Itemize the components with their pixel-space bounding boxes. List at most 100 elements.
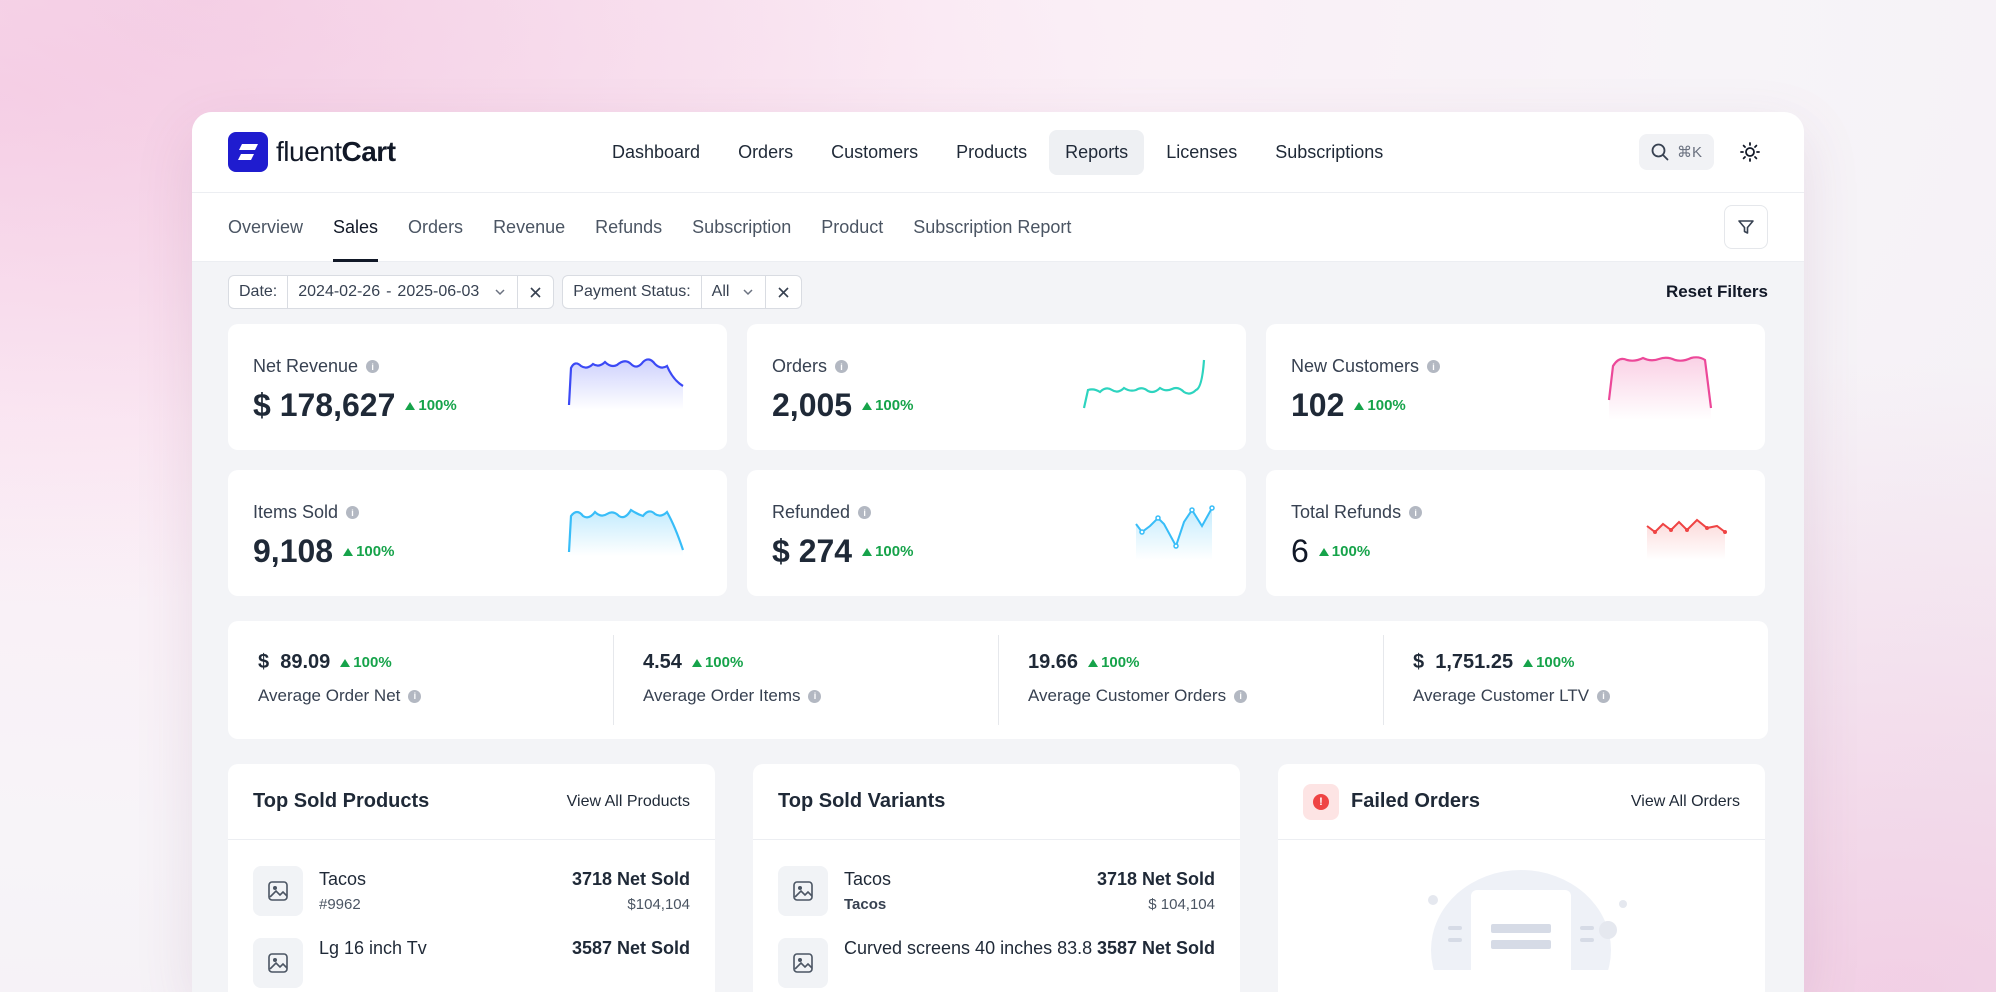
info-icon[interactable]: i (1597, 689, 1611, 703)
clear-date-filter-button[interactable] (517, 276, 553, 308)
info-icon[interactable]: i (858, 506, 872, 519)
tab-subscription-report[interactable]: Subscription Report (913, 216, 1072, 237)
stat-delta: 100% (1318, 543, 1370, 560)
up-arrow-icon (405, 401, 416, 410)
stat-value: $ 274 (772, 533, 853, 569)
sparkline-net-revenue (567, 358, 684, 410)
up-arrow-icon (1523, 658, 1534, 667)
sparkline-total-refunds (1646, 518, 1727, 560)
payment-status-filter: Payment Status: All (562, 275, 803, 309)
sun-icon (1740, 142, 1760, 162)
list-item[interactable]: Tacos Tacos 3718 Net Sold $ 104,104 (753, 852, 1240, 930)
info-icon[interactable]: i (366, 360, 380, 373)
product-sold: 3718 Net Sold (571, 869, 690, 889)
stat-label: Refunded (772, 502, 851, 522)
variant-sold: 3718 Net Sold (1096, 869, 1215, 889)
failed-orders-panel: ! Failed Orders View All Orders (1278, 764, 1765, 992)
variant-product: Tacos (844, 896, 887, 913)
up-arrow-icon (343, 547, 354, 556)
app-window: fluentCart Dashboard Orders Customers Pr… (192, 112, 1804, 992)
menu-item-customers[interactable]: Customers (831, 141, 919, 162)
sparkline-items-sold (567, 508, 685, 556)
product-amount: $104,104 (627, 896, 690, 913)
info-icon[interactable]: i (808, 689, 822, 703)
info-icon[interactable]: i (835, 360, 849, 373)
info-icon[interactable]: i (1427, 360, 1441, 373)
stat-delta: 100% (343, 543, 394, 560)
stat-value: 9,108 (253, 533, 334, 569)
search-icon (1651, 143, 1669, 161)
stat-label: Net Revenue (253, 356, 359, 376)
stat-value: 2,005 (772, 387, 853, 423)
date-range-select[interactable]: 2024-02-26 - 2025-06-03 (288, 276, 517, 308)
report-content: Net Revenue i $ 178,627 100% Orders i 2,005… (192, 324, 1804, 992)
tab-overview[interactable]: Overview (228, 216, 304, 237)
search-button[interactable]: ⌘K (1638, 134, 1714, 170)
avg-label: Average Customer LTV (1413, 686, 1590, 705)
avg-customer-orders: 19.66 100% Average Customer Orders i (998, 621, 1383, 739)
variant-name: Tacos (844, 869, 892, 889)
stat-label: Items Sold (253, 502, 339, 522)
sparkline-refunded (1135, 505, 1215, 560)
info-icon[interactable]: i (1234, 689, 1248, 703)
avg-delta: 100% (1523, 654, 1574, 671)
stat-value: 102 (1291, 387, 1345, 423)
tab-subscription[interactable]: Subscription (692, 216, 792, 237)
menu-item-reports[interactable]: Reports (1049, 129, 1145, 175)
tab-orders[interactable]: Orders (408, 216, 464, 237)
avg-delta: 100% (1088, 654, 1139, 671)
menu-item-products[interactable]: Products (956, 141, 1028, 162)
info-icon[interactable]: i (408, 689, 422, 703)
menu-item-orders[interactable]: Orders (738, 141, 794, 162)
view-all-products-link[interactable]: View All Products (566, 792, 690, 810)
theme-toggle[interactable] (1732, 134, 1768, 170)
avg-label: Average Customer Orders (1028, 686, 1227, 705)
clear-payment-filter-button[interactable] (765, 276, 801, 308)
stat-delta: 100% (1354, 397, 1406, 414)
stat-value: $ 178,627 (253, 387, 396, 423)
stats-grid: Net Revenue i $ 178,627 100% Orders i 2,005… (228, 324, 1768, 450)
image-placeholder-icon (253, 866, 303, 916)
tab-revenue[interactable]: Revenue (493, 216, 566, 237)
info-icon[interactable]: i (346, 506, 360, 519)
info-icon[interactable]: i (1409, 506, 1423, 519)
menu-item-licenses[interactable]: Licenses (1166, 141, 1238, 162)
view-all-orders-link[interactable]: View All Orders (1630, 792, 1740, 810)
menu-item-subscriptions[interactable]: Subscriptions (1275, 141, 1384, 162)
list-item[interactable]: Curved screens 40 inches 83.8 3587 Net S… (753, 930, 1240, 992)
avg-value: $ 89.09 (258, 651, 331, 673)
variant-name: Curved screens 40 inches 83.8 (844, 938, 1093, 958)
logo[interactable]: fluentCart (228, 132, 548, 172)
stat-card-net-revenue: Net Revenue i $ 178,627 100% (228, 324, 727, 450)
up-arrow-icon (862, 401, 873, 410)
menu-item-dashboard[interactable]: Dashboard (612, 141, 701, 162)
avg-customer-ltv: $ 1,751.25 100% Average Customer LTV i (1383, 621, 1768, 739)
list-item[interactable]: Tacos #9962 3718 Net Sold $104,104 (228, 852, 715, 930)
empty-state-illustration (1278, 840, 1765, 992)
list-item[interactable]: Lg 16 inch Tv 3587 Net Sold (228, 930, 715, 992)
logo-icon (228, 132, 268, 172)
stat-label: Total Refunds (1291, 502, 1402, 522)
panel-title: Top Sold Products (253, 790, 430, 812)
tab-product[interactable]: Product (821, 216, 884, 237)
up-arrow-icon (340, 658, 351, 667)
avg-order-net: $ 89.09 100% Average Order Net i (228, 621, 613, 739)
top-navbar: fluentCart Dashboard Orders Customers Pr… (192, 112, 1804, 193)
top-sold-products-panel: Top Sold Products View All Products Taco… (228, 764, 715, 992)
stat-card-items-sold: Items Sold i 9,108 100% (228, 470, 727, 596)
up-arrow-icon (691, 658, 702, 667)
reset-filters-button[interactable]: Reset Filters (1665, 282, 1768, 301)
tab-refunds[interactable]: Refunds (595, 216, 663, 237)
date-filter: Date: 2024-02-26 - 2025-06-03 (228, 275, 555, 309)
tab-sales[interactable]: Sales (333, 193, 379, 262)
payment-status-select[interactable]: All (702, 276, 766, 308)
avg-label: Average Order Net (258, 686, 401, 705)
product-sold: 3587 Net Sold (571, 938, 690, 958)
report-subnav: Overview Sales Orders Revenue Refunds Su… (192, 193, 1804, 262)
filter-button[interactable] (1724, 205, 1768, 249)
avg-order-items: 4.54 100% Average Order Items i (613, 621, 998, 739)
averages-card: $ 89.09 100% Average Order Net i 4.54 100% … (228, 621, 1768, 739)
main-menu: Dashboard Orders Customers Products Repo… (596, 129, 1399, 175)
variant-amount: $ 104,104 (1148, 896, 1215, 913)
image-placeholder-icon (778, 938, 828, 988)
